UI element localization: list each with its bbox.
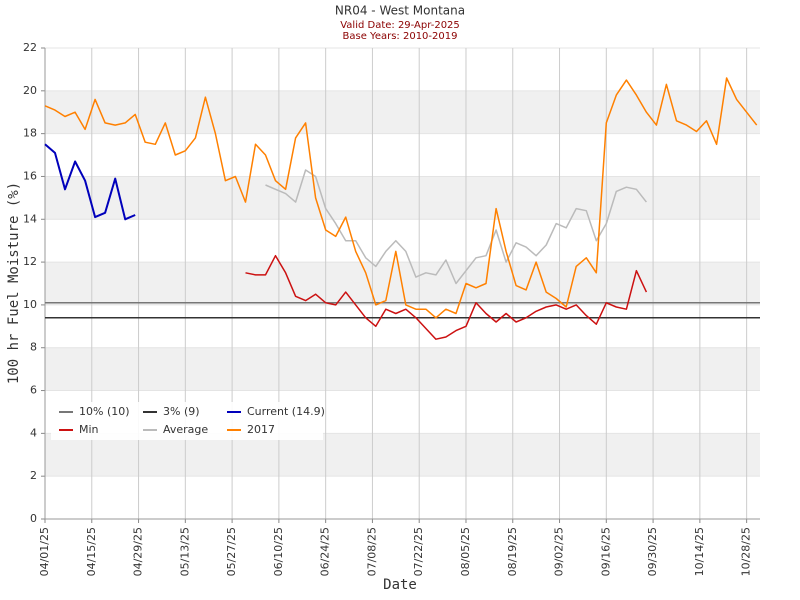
y-tick-label: 22 (23, 41, 37, 54)
x-tick-label: 10/28/25 (740, 527, 753, 576)
band (45, 347, 760, 391)
y-tick-label: 18 (23, 127, 37, 140)
chart-subtitle: Valid Date: 29-Apr-2025 (340, 20, 460, 31)
series-line (44, 77, 758, 319)
legend-label: 3% (9) (163, 405, 200, 418)
x-tick-label: 09/30/25 (646, 527, 659, 576)
legend-label: Average (163, 423, 208, 436)
y-tick-label: 12 (23, 255, 37, 268)
x-tick-label: 10/14/25 (693, 527, 706, 576)
x-tick-label: 09/16/25 (599, 527, 612, 576)
legend-label: 2017 (247, 423, 275, 436)
x-tick-label: 09/02/25 (553, 527, 566, 576)
chart-subtitle: Base Years: 2010-2019 (343, 31, 458, 42)
band (45, 433, 760, 477)
legend-label: Min (79, 423, 99, 436)
x-tick-label: 05/27/25 (225, 527, 238, 576)
x-tick-label: 07/08/25 (365, 527, 378, 576)
x-tick-label: 04/15/25 (85, 527, 98, 576)
y-tick-label: 14 (23, 212, 37, 225)
series-line (44, 143, 136, 221)
x-tick-label: 04/01/25 (38, 527, 51, 576)
legend-label: Current (14.9) (247, 405, 325, 418)
legend-box (51, 402, 323, 440)
x-axis-label: Date (383, 577, 417, 593)
y-tick-label: 6 (30, 384, 37, 397)
legend-label: 10% (10) (79, 405, 130, 418)
x-tick-label: 06/24/25 (319, 527, 332, 576)
x-tick-label: 08/05/25 (459, 527, 472, 576)
y-tick-label: 8 (30, 341, 37, 354)
y-tick-label: 2 (30, 469, 37, 482)
x-tick-label: 08/19/25 (506, 527, 519, 576)
series-line (265, 169, 647, 285)
x-tick-label: 05/13/25 (178, 527, 191, 576)
x-tick-label: 06/10/25 (272, 527, 285, 576)
y-axis-label: 100 hr Fuel Moisture (%) (6, 182, 22, 384)
y-tick-label: 16 (23, 169, 37, 182)
x-tick-label: 04/29/25 (132, 527, 145, 576)
chart-title: NR04 - West Montana (335, 4, 465, 18)
y-tick-label: 10 (23, 298, 37, 311)
band (45, 176, 760, 220)
y-tick-label: 0 (30, 512, 37, 525)
y-tick-label: 20 (23, 84, 37, 97)
series-line (245, 254, 648, 340)
x-tick-label: 07/22/25 (412, 527, 425, 576)
y-tick-label: 4 (30, 426, 37, 439)
